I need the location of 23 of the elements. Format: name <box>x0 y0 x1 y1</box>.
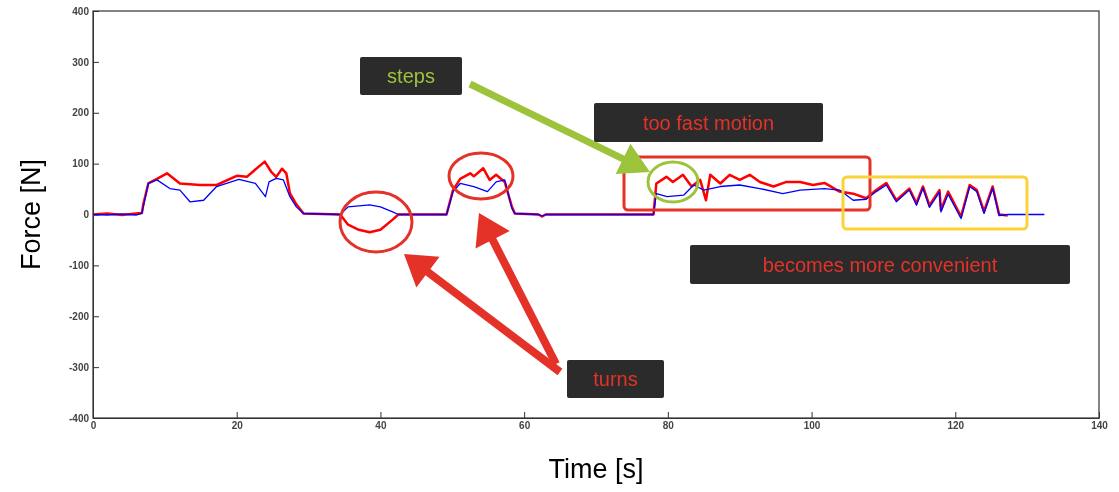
annotation: becomes more convenient <box>762 253 998 276</box>
y-tick-label: -100 <box>68 260 90 272</box>
annotation: steps <box>387 65 435 87</box>
y-tick-label: 0 <box>83 209 90 221</box>
x-tick-label: 100 <box>803 420 821 432</box>
line-series <box>92 177 1046 220</box>
annotation: too fast motion <box>642 111 775 134</box>
annotation: turns <box>593 368 638 390</box>
y-tick-label: 200 <box>72 107 90 119</box>
x-tick-label: 20 <box>231 420 244 432</box>
y-tick-label: -300 <box>68 361 90 373</box>
x-tick-label: 120 <box>947 420 965 432</box>
y-axis-title: Force [N] <box>16 158 46 271</box>
x-tick-label: 140 <box>1091 420 1109 432</box>
x-tick-label: 40 <box>375 420 387 432</box>
y-tick-label: 100 <box>72 158 90 170</box>
x-tick-label: 60 <box>519 420 531 432</box>
y-tick-label: -200 <box>68 310 90 322</box>
y-tick-label: 300 <box>72 56 90 68</box>
y-tick-label: 400 <box>72 5 90 17</box>
y-tick-label: -400 <box>68 412 90 424</box>
x-tick-label: 80 <box>662 420 675 432</box>
x-axis-title: Time [s] <box>548 454 644 484</box>
